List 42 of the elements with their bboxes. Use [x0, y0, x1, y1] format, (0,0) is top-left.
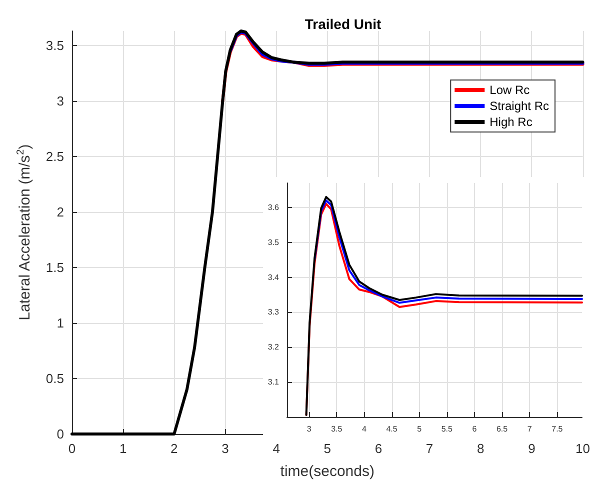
- y-tick-label: 2: [56, 204, 64, 220]
- x-tick-label: 9: [528, 441, 536, 456]
- y-tick-label: 2.5: [46, 148, 64, 164]
- x-tick-label: 3.5: [331, 424, 343, 434]
- x-tick-label: 7: [426, 441, 434, 456]
- line-series: [70, 30, 584, 436]
- y-tick-label: 1: [56, 315, 64, 330]
- y-tick-label: 3.4: [268, 272, 280, 282]
- x-tick-label: 6: [374, 441, 382, 456]
- legend-label: Low Rc: [490, 83, 530, 97]
- y-tick-label: 3.6: [268, 202, 280, 212]
- x-tick-label: 5.5: [441, 424, 454, 434]
- x-axis-title: time(seconds): [280, 463, 374, 480]
- y-tick-label: 1.5: [46, 260, 64, 275]
- y-tick-label: 3.5: [268, 238, 280, 247]
- x-tick-label: 7: [527, 424, 532, 434]
- x-tick-label: 4: [362, 424, 367, 434]
- x-tick-label: 3: [222, 441, 229, 456]
- chart-title: Trailed Unit: [304, 16, 382, 32]
- x-tick-label: 4: [272, 441, 280, 456]
- x-tick-label: 4.5: [386, 424, 398, 434]
- x-tick-label: 1: [119, 441, 127, 456]
- x-tick-label: 8: [477, 441, 484, 456]
- x-tick-label: 0: [68, 441, 76, 456]
- legend-label: High Rc: [490, 115, 532, 129]
- x-tick-label: 6: [472, 424, 478, 434]
- x-tick-label: 5: [324, 441, 331, 456]
- y-tick-label: 3.2: [268, 342, 280, 352]
- x-tick-label: 5: [417, 424, 422, 434]
- y-tick-label: 3.3: [268, 308, 280, 317]
- y-tick-label: 3: [56, 93, 64, 108]
- x-tick-label: 6.5: [496, 424, 508, 434]
- y-tick-label: 3.5: [46, 38, 64, 53]
- y-tick-label: 0.5: [46, 370, 64, 386]
- x-tick-label: 7.5: [552, 424, 564, 434]
- legend-label: Straight Rc: [490, 99, 550, 113]
- y-axis-title: Lateral Acceleration (m/s2): [16, 144, 34, 320]
- x-tick-label: 3: [306, 424, 312, 434]
- line-series: [314, 199, 583, 304]
- x-tick-label: 2: [170, 441, 178, 456]
- x-tick-label: 10: [576, 441, 590, 456]
- y-tick-label: 3.1: [268, 378, 280, 387]
